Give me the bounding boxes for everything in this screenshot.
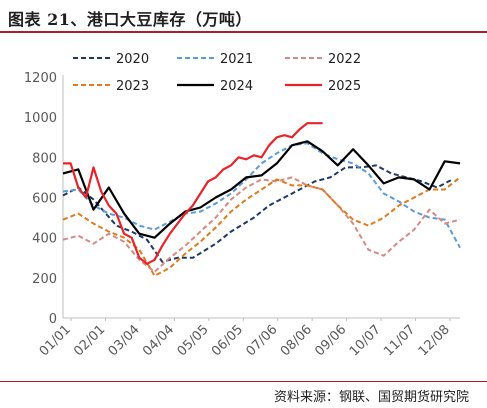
y-tick-label: 200	[32, 272, 57, 287]
source-note: 资料来源：钢联、国贸期货研究院	[273, 390, 469, 405]
x-tick-label: 12/08	[416, 322, 453, 359]
x-tick-label: 11/07	[381, 322, 418, 359]
x-tick-label: 09/06	[312, 322, 349, 359]
y-tick-label: 0	[49, 312, 57, 327]
y-tick-label: 800	[32, 151, 57, 166]
legend-label-2024: 2024	[220, 79, 253, 94]
legend-label-2025: 2025	[328, 79, 361, 94]
series-line-2024	[62, 140, 461, 239]
series-line-2022	[62, 176, 461, 273]
title-rule	[0, 31, 487, 33]
series-line-2023	[62, 176, 461, 277]
legend-label-2021: 2021	[220, 52, 253, 67]
y-tick-label: 600	[32, 192, 57, 207]
y-tick-label: 1200	[24, 71, 57, 86]
x-tick-label: 02/01	[71, 322, 108, 359]
series-line-2025	[63, 122, 323, 265]
legend-label-2022: 2022	[328, 52, 361, 67]
x-tick-label: 01/01	[37, 322, 74, 359]
x-tick-label: 03/04	[106, 322, 143, 359]
y-tick-label: 400	[32, 232, 57, 247]
source-rule	[0, 381, 487, 382]
x-tick-label: 06/05	[209, 322, 246, 359]
legend-label-2023: 2023	[116, 79, 149, 94]
x-tick-label: 07/06	[243, 322, 280, 359]
x-tick-label: 05/05	[175, 322, 212, 359]
legend-label-2020: 2020	[116, 52, 149, 67]
x-tick-label: 04/04	[140, 322, 177, 359]
y-tick-label: 1000	[24, 111, 57, 126]
x-tick-label: 08/06	[278, 322, 315, 359]
chart-title: 图表 21、港口大豆库存（万吨）	[8, 10, 252, 29]
x-tick-label: 10/07	[347, 322, 384, 359]
